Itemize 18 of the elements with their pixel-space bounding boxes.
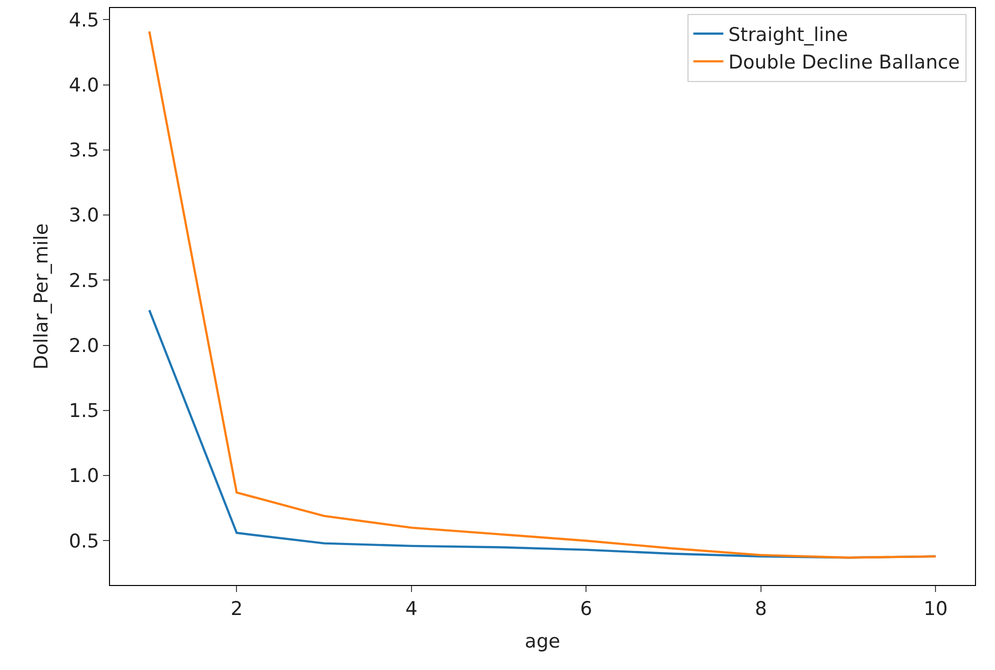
x-tick-label: 10 <box>924 598 948 620</box>
x-tick-label: 2 <box>230 598 243 620</box>
y-axis-title: Dollar_Per_mile <box>30 223 53 370</box>
y-tick-label: 1.5 <box>68 400 100 422</box>
y-tick-label: 1.0 <box>68 465 100 488</box>
x-axis-title: age <box>524 630 560 653</box>
legend-label: Straight_line <box>728 24 848 46</box>
y-tick-label: 3.5 <box>68 140 100 162</box>
x-tick-label: 4 <box>405 598 418 620</box>
y-tick-label: 3.0 <box>68 204 100 227</box>
y-tick-label: 0.5 <box>68 530 100 552</box>
y-tick-label: 2.5 <box>68 270 100 292</box>
y-tick-label: 4.5 <box>68 9 100 32</box>
x-tick-label: 6 <box>580 598 592 620</box>
y-tick-label: 4.0 <box>68 74 100 96</box>
x-tick-label: 8 <box>754 598 767 620</box>
legend-label: Double Decline Ballance <box>728 52 960 74</box>
y-tick-label: 2.0 <box>68 334 100 357</box>
